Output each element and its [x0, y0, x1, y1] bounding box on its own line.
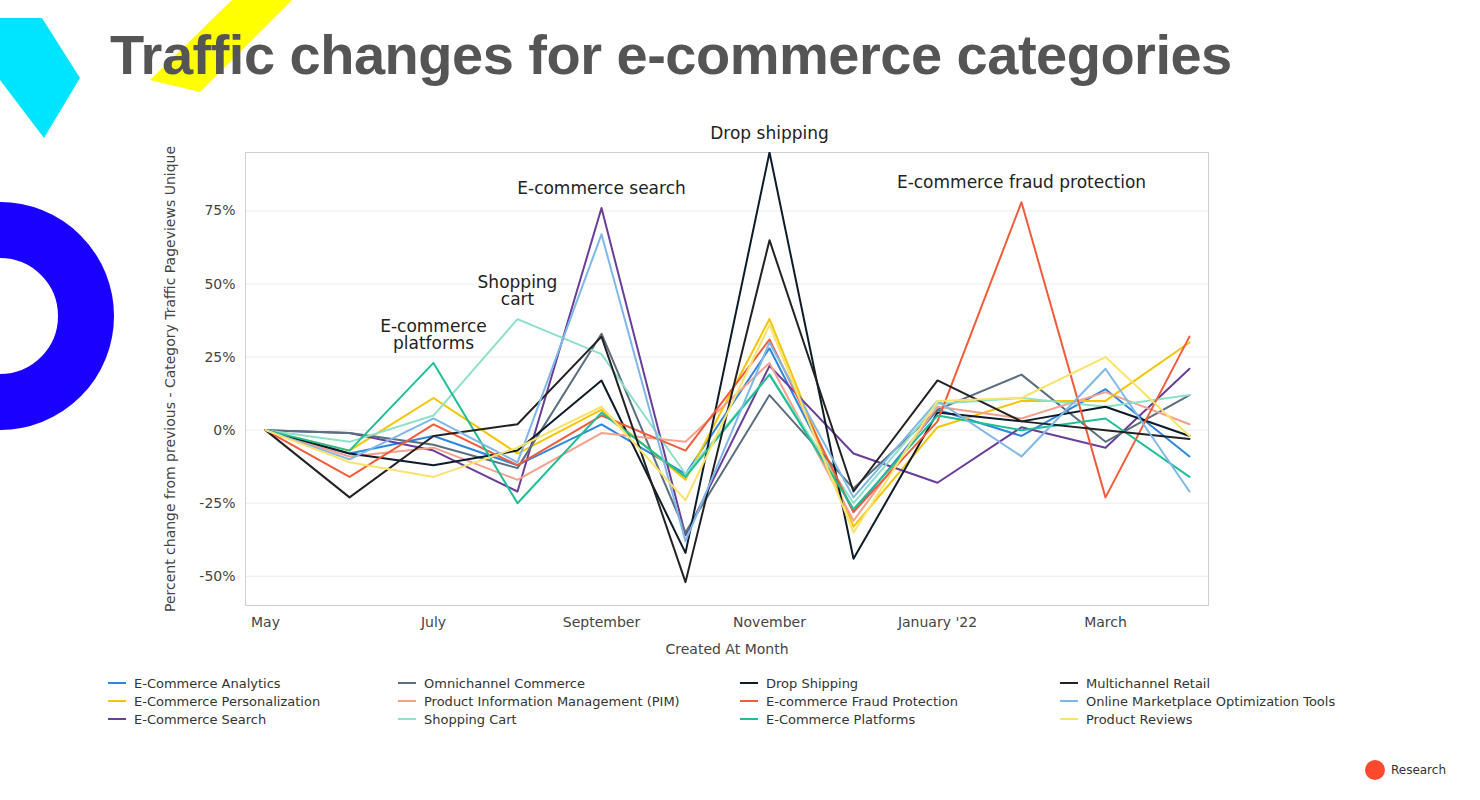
html-text:Product Information Management: Product Information Management (PIM): [424, 693, 680, 709]
svg-text:Created At Month: Created At Month: [665, 641, 788, 657]
svg-text:September: September: [563, 614, 641, 630]
html-text:Research: Research: [1391, 763, 1446, 777]
svg-text:0%: 0%: [213, 422, 235, 438]
svg-text:E-commerceplatforms: E-commerceplatforms: [380, 316, 487, 353]
html-text:E-Commerce Personalization: E-Commerce Personalization: [134, 693, 321, 709]
svg-text:E-commerce fraud protection: E-commerce fraud protection: [897, 172, 1146, 192]
svg-text:75%: 75%: [204, 202, 235, 218]
svg-text:-25%: -25%: [199, 495, 235, 511]
html-text:Omnichannel Commerce: Omnichannel Commerce: [424, 675, 585, 691]
html-text:E-Commerce Analytics: E-Commerce Analytics: [134, 675, 281, 691]
svg-text:Shoppingcart: Shoppingcart: [478, 272, 558, 309]
svg-text:50%: 50%: [204, 275, 235, 291]
svg-text:November: November: [733, 614, 806, 630]
html-text:Traffic changes for e-commerce: Traffic changes for e-commerce categorie…: [110, 23, 1232, 86]
svg-text:January '22: January '22: [897, 614, 977, 630]
svg-text:E-commerce search: E-commerce search: [517, 178, 686, 198]
svg-text:25%: 25%: [204, 349, 235, 365]
svg-text:July: July: [420, 614, 446, 630]
svg-text:May: May: [251, 614, 280, 630]
html-text:E-commerce Fraud Protection: E-commerce Fraud Protection: [766, 693, 958, 709]
html-text:Shopping Cart: Shopping Cart: [424, 711, 517, 727]
html-text:Multichannel Retail: Multichannel Retail: [1086, 675, 1211, 691]
html-text:E-Commerce Search: E-Commerce Search: [134, 711, 267, 727]
html-text:Online Marketplace Optimizatio: Online Marketplace Optimization Tools: [1086, 693, 1336, 709]
html-text:Drop Shipping: Drop Shipping: [766, 675, 859, 691]
svg-text:-50%: -50%: [199, 568, 235, 584]
html-text:Product Reviews: Product Reviews: [1086, 711, 1193, 727]
svg-text:Percent change from previous -: Percent change from previous - Category …: [162, 146, 178, 612]
svg-text:March: March: [1084, 614, 1127, 630]
html-text:E-Commerce Platforms: E-Commerce Platforms: [766, 711, 916, 727]
svg-text:Drop shipping: Drop shipping: [710, 123, 829, 143]
